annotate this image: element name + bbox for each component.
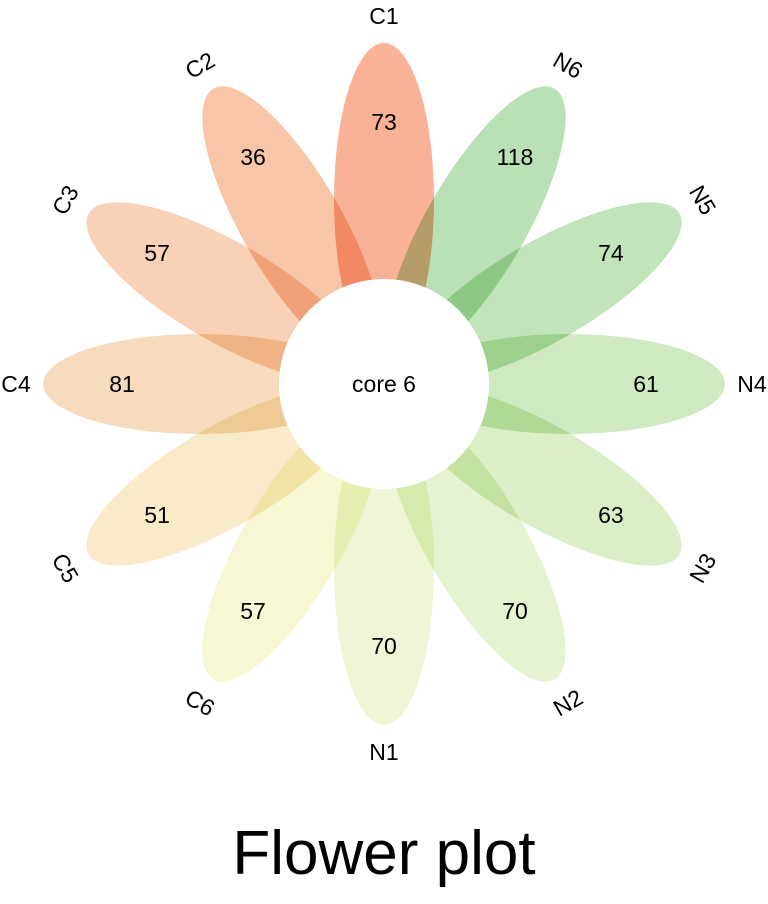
petal-label-n3: N3 [684,549,721,587]
petal-value-c3: 57 [144,240,170,266]
petal-label-n1: N1 [369,739,398,765]
core-label: core 6 [352,371,416,397]
petal-value-c2: 36 [240,144,266,170]
petal-value-c1: 73 [371,109,397,135]
petal-label-c2: C2 [181,47,219,84]
petal-value-n4: 61 [633,371,659,397]
petal-value-c4: 81 [109,371,135,397]
petal-label-n5: N5 [684,181,721,219]
petal-value-n5: 74 [598,240,624,266]
petal-label-c1: C1 [369,3,398,29]
petal-label-n2: N2 [549,684,587,721]
petal-label-c5: C5 [47,549,84,587]
petal-values: 73 118 74 61 63 70 70 57 51 81 57 36 [109,109,659,659]
petal-label-n6: N6 [549,47,587,84]
petal-label-c3: C3 [47,181,84,219]
petal-label-n4: N4 [737,371,767,397]
petal-label-c4: C4 [1,371,31,397]
petal-value-c5: 51 [144,502,170,528]
petal-value-n2: 70 [502,598,528,624]
petal-value-n1: 70 [371,633,397,659]
chart-title: Flower plot [232,819,536,888]
petal-value-n6: 118 [497,144,534,170]
core-circle [279,279,489,489]
petal-value-c6: 57 [240,598,266,624]
petal-value-n3: 63 [598,502,624,528]
flower-plot: core 6 73 118 74 61 63 70 70 57 51 81 57 36 C1 N6 N5 N… [1,3,767,765]
petal-label-c6: C6 [181,684,219,721]
